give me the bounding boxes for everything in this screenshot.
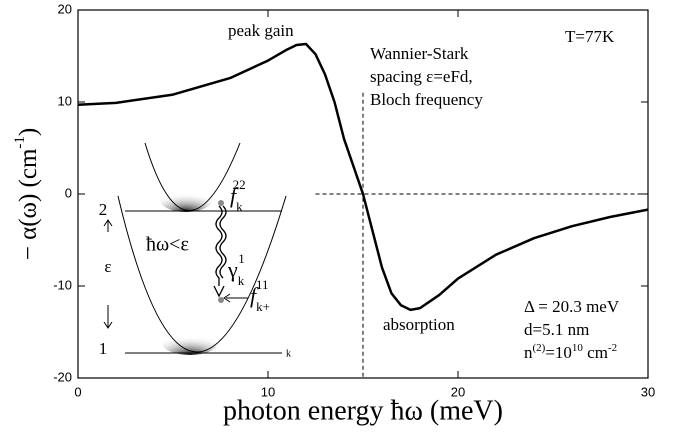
annotation: spacing ε=eFd, — [370, 67, 473, 86]
inset-diagram — [103, 142, 287, 355]
level-label: 1 — [99, 339, 108, 358]
f11-label: fk+11 — [250, 277, 270, 314]
x-tick-label: 20 — [451, 384, 465, 399]
y-tick-label: 20 — [58, 1, 72, 16]
y-tick-label: -20 — [53, 369, 72, 384]
y-tick-label: 0 — [65, 185, 72, 200]
frame — [77, 9, 649, 379]
annotation: T=77K — [565, 27, 615, 46]
epsilon-label: ε — [104, 257, 111, 276]
annotation: Wannier-Stark — [370, 44, 469, 63]
annotation: absorption — [383, 315, 455, 334]
x-tick-label: 30 — [641, 384, 655, 399]
level-label: 2 — [99, 200, 108, 219]
annotation: peak gain — [228, 21, 294, 40]
annotation: Δ = 20.3 meV — [524, 297, 620, 316]
annotation: n(2)=1010 cm-2 — [524, 342, 617, 362]
data-line — [77, 42, 649, 312]
y-axis-label: − α(ω) (cm-1) — [12, 128, 41, 261]
annotation: Bloch frequency — [370, 90, 483, 109]
f22-label: fk22 — [230, 177, 246, 214]
x-axis-label: photon energy ħω (meV) — [223, 395, 503, 426]
gamma-label: γk1 — [227, 251, 245, 288]
x-tick-label: 0 — [74, 384, 81, 399]
annotation: d=5.1 nm — [524, 320, 589, 339]
y-tick-label: 10 — [58, 93, 72, 108]
x-tick-label: 10 — [261, 384, 275, 399]
plot-area: 0 10 20 30 -20 -10 0 10 20 — [53, 1, 655, 399]
photon-label: ħω<ε — [146, 234, 189, 256]
k-axis-label: k — [286, 348, 291, 359]
y-tick-label: -10 — [53, 277, 72, 292]
